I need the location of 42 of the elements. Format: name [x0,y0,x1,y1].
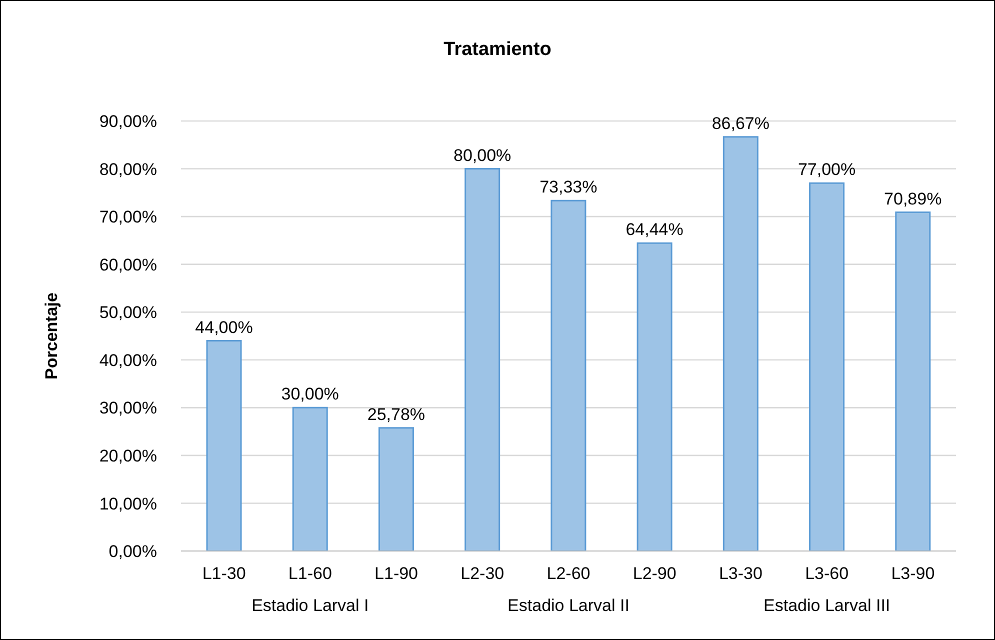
data-label: 80,00% [453,146,512,165]
y-tick-label: 20,00% [99,446,157,466]
bar [464,168,500,551]
x-tick-label: L1-90 [374,564,418,584]
bar [809,182,845,551]
data-label: 70,89% [884,189,942,208]
data-label: 86,67% [712,114,770,133]
text: Estadio Larval III [764,596,890,616]
x-tick-label: L3-30 [718,564,762,584]
y-tick-label: 10,00% [99,494,157,514]
bar [378,427,414,551]
y-tick-label: 60,00% [99,255,157,274]
bar [292,406,328,551]
y-axis-title: Porcentaje [42,292,62,380]
x-tick-label: L2-60 [546,564,590,584]
x-tick-label: L1-30 [202,564,246,584]
data-label: 44,00% [195,318,253,337]
bar [206,340,242,551]
y-tick-label: 30,00% [99,398,157,418]
x-tick-label: L2-90 [632,564,676,584]
x-tick-label: L2-30 [460,564,504,584]
y-tick-label: 0,00% [108,542,157,562]
x-tick-label: L1-60 [288,564,332,584]
x-tick-label: L3-60 [805,564,849,584]
data-label: 73,33% [540,178,598,197]
text: Estadio Larval II [508,596,630,616]
data-label: 64,44% [626,220,684,240]
data-label: 25,78% [367,404,426,424]
y-tick-label: 80,00% [99,160,157,179]
bar [722,136,758,551]
bar [895,212,931,551]
x-tick-label: L3-90 [891,564,935,584]
bar [636,242,672,551]
y-tick-label: 90,00% [99,112,157,132]
y-tick-label: 70,00% [99,208,157,227]
bar [550,200,586,551]
chart-title: Tratamiento [442,39,552,61]
data-label: 30,00% [281,384,339,404]
data-label: 77,00% [798,160,856,180]
y-tick-label: 40,00% [99,350,157,370]
y-tick-label: 50,00% [99,303,157,322]
text: Estadio Larval I [252,596,369,616]
